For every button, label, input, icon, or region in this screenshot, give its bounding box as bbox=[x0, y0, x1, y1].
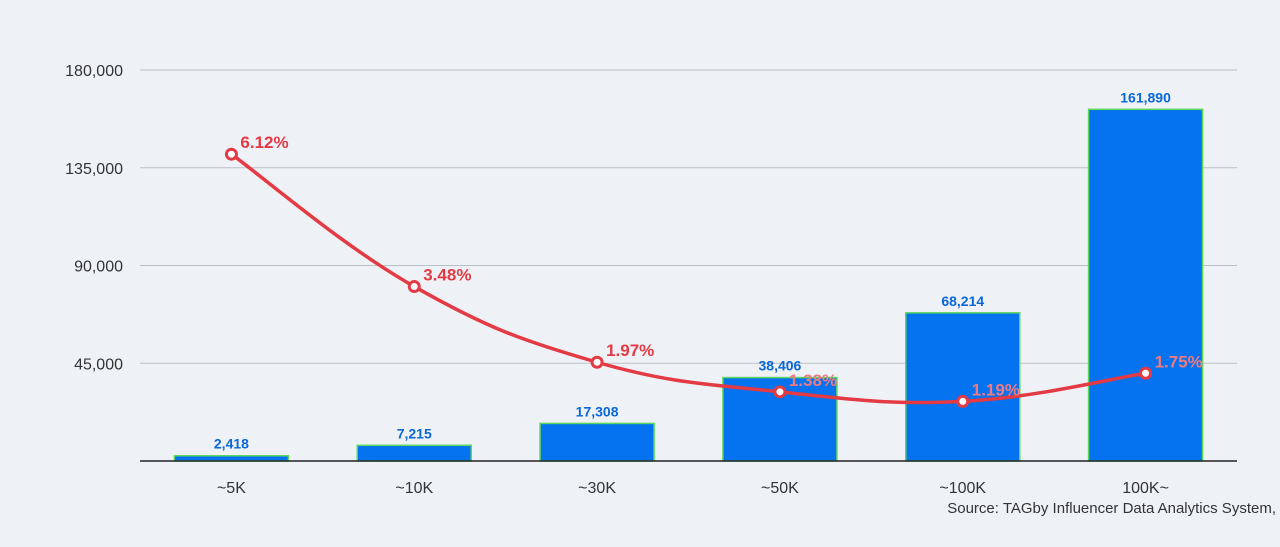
bar-label-4: 68,214 bbox=[941, 293, 984, 309]
y-tick-label-0: 45,000 bbox=[74, 356, 123, 373]
x-tick-label-4: ~100K bbox=[939, 480, 986, 497]
bar-label-3: 38,406 bbox=[759, 358, 802, 374]
bar-label-0: 2,418 bbox=[214, 436, 249, 452]
rate-point-1 bbox=[407, 280, 421, 294]
x-tick-label-1: ~10K bbox=[395, 480, 433, 497]
rate-label-1: 3.48% bbox=[423, 266, 471, 285]
bar-label-5: 161,890 bbox=[1120, 89, 1171, 105]
rate-label-0: 6.12% bbox=[240, 133, 288, 152]
y-tick-label-2: 135,000 bbox=[65, 161, 123, 178]
rate-point-2 bbox=[590, 355, 604, 369]
rate-point-3 bbox=[773, 385, 787, 399]
x-tick-label-2: ~30K bbox=[578, 480, 616, 497]
y-tick-label-1: 90,000 bbox=[74, 259, 123, 276]
x-tick-label-0: ~5K bbox=[217, 480, 246, 497]
x-tick-label-3: ~50K bbox=[761, 480, 799, 497]
bar-1 bbox=[356, 444, 472, 462]
rate-label-2: 1.97% bbox=[606, 341, 654, 360]
bar-0 bbox=[173, 454, 290, 462]
rate-label-3: 1.38% bbox=[789, 371, 837, 390]
bar-label-1: 7,215 bbox=[397, 425, 432, 441]
source-note: Source: TAGby Influencer Data Analytics … bbox=[947, 500, 1276, 517]
bar-4 bbox=[905, 312, 1021, 462]
bar-label-2: 17,308 bbox=[576, 403, 619, 419]
bar-2 bbox=[539, 422, 655, 462]
x-tick-label-5: 100K~ bbox=[1122, 480, 1169, 497]
y-tick-label-3: 180,000 bbox=[65, 63, 123, 80]
rate-point-0 bbox=[224, 147, 238, 161]
rate-label-5: 1.75% bbox=[1155, 352, 1203, 371]
rate-point-5 bbox=[1139, 366, 1153, 380]
bar-5 bbox=[1087, 108, 1204, 462]
rate-line bbox=[230, 152, 1146, 405]
rate-label-4: 1.19% bbox=[972, 380, 1020, 399]
rate-point-4 bbox=[956, 394, 970, 408]
